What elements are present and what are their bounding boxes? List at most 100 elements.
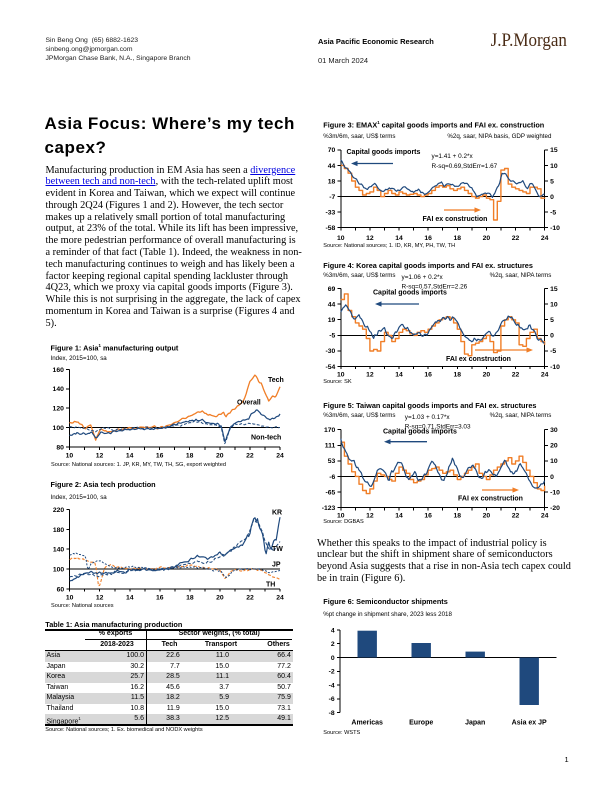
- svg-text:4: 4: [331, 627, 335, 634]
- svg-text:10: 10: [66, 594, 74, 601]
- svg-text:15: 15: [550, 147, 558, 154]
- svg-text:80: 80: [56, 444, 64, 451]
- svg-text:24: 24: [541, 235, 549, 242]
- svg-text:220: 220: [53, 507, 65, 514]
- svg-text:-10: -10: [550, 364, 560, 371]
- svg-text:14: 14: [395, 235, 403, 242]
- svg-text:-33: -33: [325, 209, 335, 216]
- svg-text:16: 16: [156, 452, 164, 459]
- svg-text:-4: -4: [329, 682, 335, 689]
- svg-text:22: 22: [246, 452, 254, 459]
- svg-text:R-sq=0.57,StdErr=2.26: R-sq=0.57,StdErr=2.26: [402, 284, 468, 291]
- svg-text:R-sq=0.69,StdErr=1.67: R-sq=0.69,StdErr=1.67: [432, 163, 498, 170]
- svg-text:14: 14: [126, 452, 134, 459]
- svg-text:60: 60: [57, 586, 65, 593]
- svg-text:100: 100: [53, 425, 65, 432]
- svg-text:18: 18: [186, 452, 194, 459]
- svg-text:Asia ex JP: Asia ex JP: [512, 719, 547, 726]
- svg-text:18: 18: [328, 178, 336, 185]
- svg-text:18: 18: [454, 235, 462, 242]
- svg-text:-6: -6: [329, 696, 335, 703]
- svg-text:10: 10: [337, 371, 345, 378]
- svg-text:Americas: Americas: [351, 719, 383, 726]
- svg-text:20: 20: [483, 371, 491, 378]
- svg-text:-8: -8: [329, 710, 335, 717]
- svg-text:10: 10: [337, 513, 345, 520]
- svg-text:-10: -10: [550, 225, 560, 232]
- svg-text:70: 70: [328, 147, 336, 154]
- svg-text:-54: -54: [325, 364, 335, 371]
- svg-text:100: 100: [53, 566, 65, 573]
- svg-text:24: 24: [276, 452, 284, 459]
- svg-text:Japan: Japan: [465, 719, 485, 726]
- svg-text:2: 2: [331, 641, 335, 648]
- svg-text:-6: -6: [329, 474, 335, 481]
- svg-text:KR: KR: [272, 510, 282, 517]
- svg-text:24: 24: [541, 371, 549, 378]
- svg-text:5: 5: [550, 178, 554, 185]
- svg-text:69: 69: [328, 286, 336, 293]
- svg-text:-20: -20: [550, 505, 560, 512]
- svg-text:16: 16: [424, 235, 432, 242]
- svg-text:12: 12: [96, 452, 104, 459]
- svg-text:19: 19: [328, 317, 336, 324]
- svg-text:-7: -7: [329, 194, 335, 201]
- svg-text:16: 16: [156, 594, 164, 601]
- svg-text:16: 16: [424, 371, 432, 378]
- svg-text:Capital goods imports: Capital goods imports: [373, 290, 447, 297]
- svg-text:12: 12: [366, 513, 374, 520]
- svg-text:10: 10: [66, 452, 74, 459]
- svg-text:-5: -5: [329, 333, 335, 340]
- svg-text:22: 22: [512, 371, 520, 378]
- svg-text:-30: -30: [325, 348, 335, 355]
- svg-text:15: 15: [550, 286, 558, 293]
- svg-text:0: 0: [550, 194, 554, 201]
- svg-text:111: 111: [325, 443, 336, 450]
- svg-text:Non-tech: Non-tech: [251, 435, 281, 442]
- svg-text:Tech: Tech: [268, 377, 284, 384]
- svg-text:10: 10: [337, 235, 345, 242]
- svg-text:22: 22: [246, 594, 254, 601]
- svg-text:10: 10: [550, 302, 558, 309]
- svg-text:20: 20: [216, 594, 224, 601]
- svg-text:24: 24: [276, 594, 284, 601]
- svg-text:-10: -10: [550, 489, 560, 496]
- svg-text:y=1.41 + 0.2*x: y=1.41 + 0.2*x: [432, 153, 474, 160]
- svg-text:-58: -58: [325, 225, 335, 232]
- svg-text:R-sq=0.71,StdErr=3.03: R-sq=0.71,StdErr=3.03: [405, 424, 471, 431]
- svg-text:10: 10: [550, 163, 558, 170]
- svg-text:160: 160: [53, 367, 65, 374]
- svg-text:22: 22: [512, 513, 520, 520]
- svg-text:170: 170: [324, 427, 336, 434]
- svg-text:0: 0: [550, 333, 554, 340]
- svg-text:Capital goods imports: Capital goods imports: [347, 149, 421, 156]
- svg-text:y=1.03 + 0.17*x: y=1.03 + 0.17*x: [405, 414, 451, 421]
- svg-text:Overall: Overall: [237, 400, 261, 407]
- svg-text:14: 14: [126, 594, 134, 601]
- svg-text:18: 18: [186, 594, 194, 601]
- svg-text:FAI ex construction: FAI ex construction: [446, 356, 511, 363]
- svg-text:-2: -2: [329, 669, 335, 676]
- svg-text:14: 14: [395, 513, 403, 520]
- svg-text:-65: -65: [325, 489, 335, 496]
- svg-text:18: 18: [454, 371, 462, 378]
- svg-text:y=1.06 + 0.2*x: y=1.06 + 0.2*x: [402, 274, 444, 281]
- svg-text:44: 44: [328, 163, 336, 170]
- svg-text:14: 14: [395, 371, 403, 378]
- svg-text:12: 12: [366, 371, 374, 378]
- svg-text:0: 0: [550, 474, 554, 481]
- svg-text:5: 5: [550, 317, 554, 324]
- svg-text:12: 12: [96, 594, 104, 601]
- svg-text:24: 24: [541, 513, 549, 520]
- svg-text:20: 20: [550, 443, 558, 450]
- svg-text:140: 140: [53, 386, 65, 393]
- svg-text:0: 0: [331, 655, 335, 662]
- svg-text:10: 10: [550, 458, 558, 465]
- svg-text:22: 22: [512, 235, 520, 242]
- svg-text:TH: TH: [266, 582, 275, 589]
- svg-text:20: 20: [216, 452, 224, 459]
- svg-text:20: 20: [483, 513, 491, 520]
- svg-text:Europe: Europe: [409, 719, 433, 726]
- svg-text:16: 16: [424, 513, 432, 520]
- svg-text:TW: TW: [272, 546, 283, 553]
